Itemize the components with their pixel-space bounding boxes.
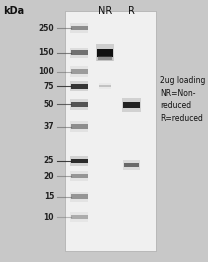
Text: 37: 37 bbox=[43, 122, 54, 131]
Bar bbox=[98, 57, 112, 59]
Bar bbox=[71, 102, 88, 107]
Text: R: R bbox=[128, 6, 135, 16]
Bar bbox=[71, 84, 88, 89]
Bar bbox=[96, 44, 114, 61]
Text: 150: 150 bbox=[38, 48, 54, 57]
Bar bbox=[70, 192, 88, 202]
Text: 15: 15 bbox=[44, 192, 54, 201]
Bar bbox=[97, 54, 113, 62]
Bar bbox=[71, 215, 88, 219]
Text: 20: 20 bbox=[44, 172, 54, 181]
Bar bbox=[122, 98, 141, 112]
Bar bbox=[70, 156, 88, 166]
Bar bbox=[99, 85, 111, 88]
Bar bbox=[71, 69, 88, 74]
Bar bbox=[70, 48, 88, 58]
Text: 10: 10 bbox=[44, 212, 54, 221]
Bar bbox=[71, 174, 88, 178]
Text: 100: 100 bbox=[38, 67, 54, 76]
Bar bbox=[97, 49, 113, 57]
Text: 50: 50 bbox=[44, 100, 54, 109]
Bar bbox=[71, 159, 88, 163]
Bar bbox=[65, 11, 156, 251]
Text: 250: 250 bbox=[38, 24, 54, 32]
Bar bbox=[71, 26, 88, 30]
Bar bbox=[70, 99, 88, 110]
Bar bbox=[123, 102, 140, 108]
Bar bbox=[70, 121, 88, 132]
Bar bbox=[70, 212, 88, 222]
Bar bbox=[70, 81, 88, 91]
Bar bbox=[71, 194, 88, 199]
Text: 75: 75 bbox=[44, 82, 54, 91]
Text: kDa: kDa bbox=[4, 6, 25, 16]
Bar bbox=[99, 83, 111, 89]
Text: 2ug loading
NR=Non-
reduced
R=reduced: 2ug loading NR=Non- reduced R=reduced bbox=[160, 77, 206, 123]
Bar bbox=[71, 124, 88, 129]
Bar bbox=[123, 160, 140, 170]
Text: 25: 25 bbox=[44, 156, 54, 166]
Text: NR: NR bbox=[98, 6, 112, 16]
Bar bbox=[124, 162, 139, 167]
Bar bbox=[71, 51, 88, 55]
Bar bbox=[70, 171, 88, 181]
Bar bbox=[70, 67, 88, 77]
Bar bbox=[70, 23, 88, 33]
